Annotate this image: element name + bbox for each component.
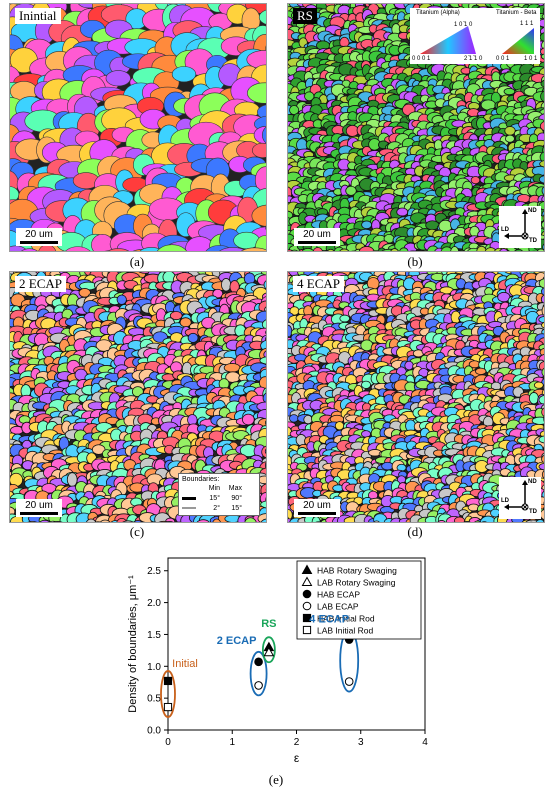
ipf-alpha-title: Titanium (Alpha) [416, 10, 460, 16]
annotation-2-ecap: 2 ECAP [217, 635, 257, 647]
x-tick-label: 2 [294, 737, 300, 748]
x-tick-label: 1 [229, 737, 235, 748]
y-tick-label: 2.5 [147, 566, 161, 577]
legend-marker-1 [301, 576, 313, 586]
x-tick-label: 0 [165, 737, 171, 748]
scale-bar-d: 20 um [294, 499, 340, 517]
legend-lab-min: 2° [213, 504, 220, 512]
y-tick-label: 1.0 [147, 662, 161, 673]
y-tick-label: 0.5 [147, 694, 161, 705]
axis-ld-label: LD [501, 498, 509, 504]
annotation-rs: RS [261, 618, 276, 630]
x-tick-label: 4 [422, 737, 428, 748]
caption-b: (b) [407, 254, 423, 269]
ebsd-map-initial [10, 4, 266, 251]
y-tick-label: 1.5 [147, 630, 161, 641]
legend-marker-3 [302, 601, 312, 611]
scale-bar-b: 20 um [294, 228, 340, 246]
boundaries-legend-title: Boundaries: [182, 476, 220, 483]
data-point-3-0 [254, 681, 263, 690]
legend-label: LAB Initial Rod [317, 626, 373, 636]
legend-label: LAB ECAP [317, 602, 359, 612]
legend-label: HAB Initial Rod [317, 614, 375, 624]
ipf-alpha-top: 1 0 ̄1 0 [454, 22, 473, 28]
legend-marker-2 [302, 589, 312, 599]
axes-arrows-icon [504, 480, 529, 511]
legend-label: HAB Rotary Swaging [317, 566, 397, 576]
data-point-5-0 [163, 702, 173, 712]
legend-hab-max: 90° [231, 494, 242, 502]
legend-marker-5 [302, 625, 312, 635]
chart-legend: HAB Rotary Swaging LAB Rotary Swaging HAB … [296, 560, 422, 640]
ipf-beta-title: Titanium - Beta [496, 10, 537, 16]
axis-ld-label: LD [501, 227, 509, 233]
ipf-alpha-left: 0 0 0 1 [412, 56, 431, 62]
legend-marker-0 [301, 564, 313, 574]
panel-label-rs: RS [293, 8, 317, 24]
data-point-1-0 [263, 646, 275, 657]
sample-axes-d: ND LD TD [499, 477, 541, 519]
caption-c: (c) [129, 524, 145, 539]
caption-d: (d) [407, 524, 423, 539]
caption-e: (e) [268, 772, 284, 787]
y-tick-label: 0.0 [147, 726, 161, 737]
data-point-3-1 [344, 677, 354, 686]
axes-arrows-icon [504, 209, 529, 240]
legend-col-min: Min [208, 484, 220, 492]
legend-label: LAB Rotary Swaging [317, 578, 396, 588]
ebsd-map-4ecap [288, 272, 544, 522]
legend-col-max: Max [228, 484, 242, 492]
ipf-color-key: Titanium (Alpha) Titanium - Beta 1 0 ̄1 … [410, 8, 540, 64]
micrograph-4ecap: 4 ECAP 20 um ND LD TD [287, 271, 545, 523]
micrograph-initial: Inintial 20 um [9, 3, 267, 252]
axis-td-label: TD [529, 238, 537, 244]
axis-nd-label: ND [528, 208, 537, 214]
axis-nd-label: ND [528, 479, 537, 485]
boundary-density-chart: 0 1 2 3 4 0.0 0.5 1.0 1.5 2.0 2.5 ε Density of bound… [120, 548, 440, 773]
caption-a: (a) [129, 254, 145, 269]
panel-label-initial: Inintial [15, 8, 61, 24]
boundaries-legend: Boundaries: Min Max 15° 90° 2° 15° [178, 473, 260, 516]
micrograph-rs: RS Titanium (Alpha) Titanium - Beta 1 0 … [287, 3, 545, 252]
annotation-4-ecap: 4 ECAP [309, 614, 349, 626]
x-tick-label: 3 [358, 737, 364, 748]
ipf-beta-left: 0 0 1 [496, 56, 510, 62]
chart-svg: 0 1 2 3 4 0.0 0.5 1.0 1.5 2.0 2.5 ε Density of bound… [127, 557, 428, 765]
legend-lab-max: 15° [231, 504, 242, 512]
ellipse-rs [261, 636, 276, 664]
scale-bar-c: 20 um [16, 499, 62, 517]
micrograph-2ecap: 2 ECAP 20 um Boundaries: Min Max 15° 90° 2… [9, 271, 267, 523]
legend-label: HAB ECAP [317, 590, 360, 600]
y-tick-label: 2.0 [147, 598, 161, 609]
panel-label-2ecap: 2 ECAP [15, 276, 66, 292]
y-axis-label: Density of boundaries, μm⁻¹ [127, 575, 139, 713]
sample-axes-b: ND LD TD [499, 206, 541, 248]
ipf-beta-right: 1 0 1 [524, 56, 538, 62]
legend-marker-4 [302, 613, 312, 623]
ellipse-initial [160, 670, 176, 718]
panel-label-4ecap: 4 ECAP [293, 276, 344, 292]
legend-hab-min: 15° [209, 494, 220, 502]
annotation-initial: Initial [172, 658, 198, 670]
axis-td-label: TD [529, 509, 537, 515]
data-point-2-0 [254, 657, 263, 667]
scale-bar-a: 20 um [16, 228, 62, 246]
ipf-triangles [420, 26, 534, 54]
ipf-beta-top: 1 1 1 [520, 21, 534, 27]
data-point-4-0 [163, 676, 173, 686]
ellipse-2ecap [249, 650, 268, 697]
x-axis-label: ε [294, 751, 300, 765]
ipf-alpha-right: 2 ̄1 ̄1 0 [464, 56, 483, 62]
